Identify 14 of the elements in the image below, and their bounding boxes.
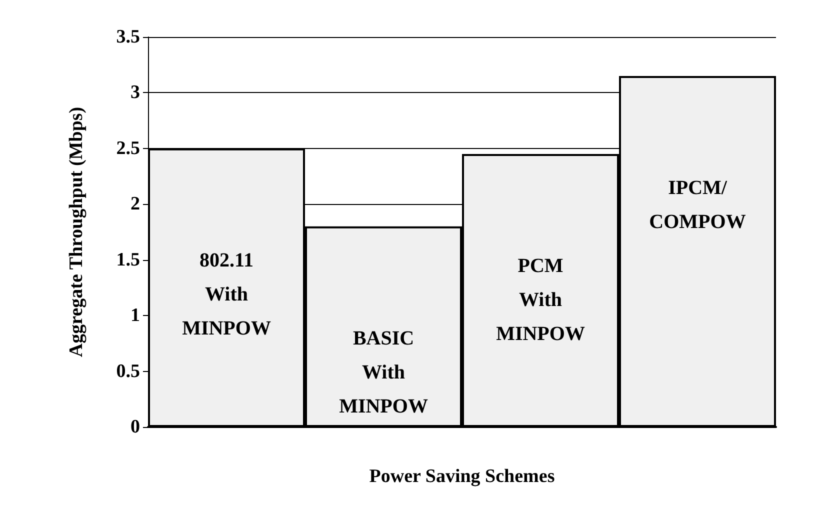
x-tick-label: 802.11 With MINPOW — [182, 249, 271, 340]
y-tick-label: 1.5 — [116, 249, 140, 270]
y-tick-label: 2 — [130, 194, 140, 215]
y-tick-label: 1 — [130, 305, 140, 326]
y-tick-label: 3.5 — [116, 26, 140, 48]
x-tick-label: BASIC With MINPOW — [339, 327, 428, 418]
x-axis-title: Power Saving Schemes — [369, 466, 555, 487]
y-tick-label: 0.5 — [116, 360, 140, 382]
y-axis-title: Aggregate Throughput (Mbps) — [66, 106, 87, 358]
x-tick-label: IPCM/ COMPOW — [649, 177, 746, 233]
y-tick-label: 3 — [130, 82, 140, 104]
y-tick-label: 2.5 — [116, 138, 140, 159]
x-tick-label: PCM With MINPOW — [496, 255, 585, 345]
y-tick-label: 0 — [130, 416, 140, 438]
